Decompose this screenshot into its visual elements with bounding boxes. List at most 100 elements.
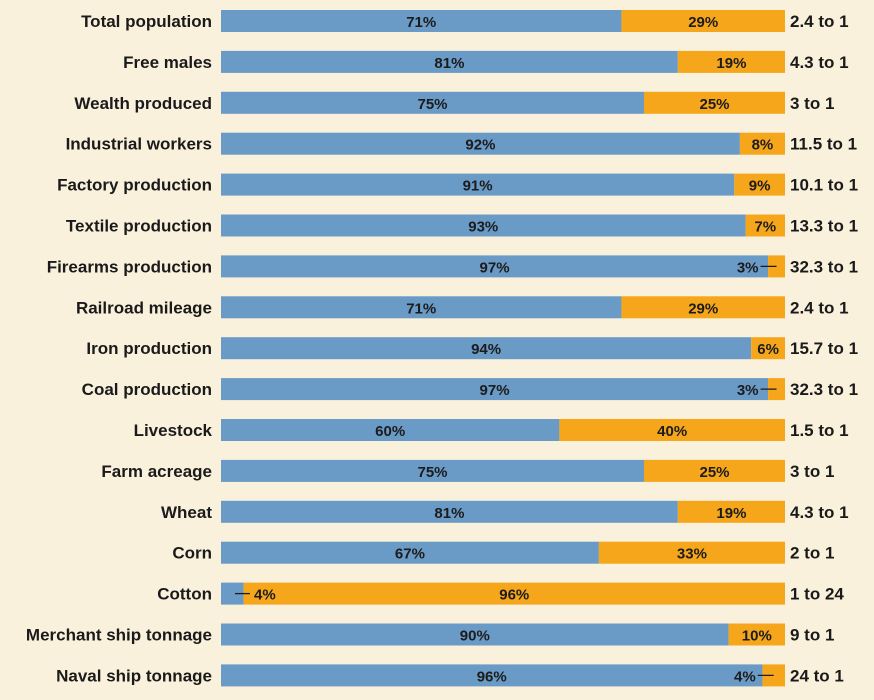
- ratio-label: 4.3 to 1: [790, 53, 849, 72]
- bar-segment-second: [621, 10, 785, 32]
- bar-segment-second: [677, 50, 785, 73]
- ratio-label: 32.3 to 1: [790, 257, 858, 276]
- value-label-first: 97%: [480, 382, 510, 399]
- value-label-second: 3%: [737, 259, 759, 276]
- value-label-second: 9%: [749, 178, 771, 195]
- ratio-label: 13.3 to 1: [790, 217, 858, 236]
- bar-segment-first: [221, 296, 622, 319]
- ratio-label: 1 to 24: [790, 585, 844, 604]
- value-label-first: 96%: [477, 668, 507, 685]
- bar-segment-second: [644, 91, 785, 114]
- ratio-label: 32.3 to 1: [790, 380, 858, 399]
- bar-segment-first: [221, 664, 763, 687]
- value-label-first: 81%: [434, 505, 464, 522]
- bar-segment-first: [221, 337, 752, 360]
- bar-segment-second: [644, 459, 785, 482]
- category-label: Corn: [172, 544, 212, 563]
- ratio-label: 24 to 1: [790, 666, 844, 685]
- value-label-first: 75%: [417, 96, 447, 113]
- bar-segment-first: [221, 91, 644, 114]
- value-label-first: 71%: [406, 300, 436, 317]
- value-label-second: 33%: [677, 546, 707, 563]
- bar-segment-first: [221, 132, 740, 155]
- bar-segment-second: [243, 582, 785, 605]
- value-label-second: 19%: [716, 505, 746, 522]
- value-label-first: 75%: [417, 464, 447, 481]
- category-label: Wealth produced: [74, 94, 212, 113]
- ratio-label: 4.3 to 1: [790, 503, 849, 522]
- ratio-label: 10.1 to 1: [790, 176, 858, 195]
- ratio-label: 9 to 1: [790, 626, 834, 645]
- ratio-label: 2.4 to 1: [790, 12, 849, 31]
- category-label: Free males: [123, 53, 212, 72]
- bar-segment-first: [221, 255, 769, 278]
- category-label: Coal production: [82, 380, 212, 399]
- value-label-second: 25%: [699, 464, 729, 481]
- bar-segment-first: [221, 541, 599, 564]
- value-label-second: 25%: [699, 96, 729, 113]
- category-label: Factory production: [57, 176, 212, 195]
- ratio-label: 11.5 to 1: [790, 135, 857, 154]
- bar-segment-second: [751, 337, 785, 360]
- value-label-first: 81%: [434, 55, 464, 72]
- value-label-second: 29%: [688, 300, 718, 317]
- value-label-first: 60%: [375, 423, 405, 440]
- category-label: Industrial workers: [66, 135, 212, 154]
- bar-segment-second: [745, 214, 785, 237]
- bar-segment-first: [221, 214, 746, 237]
- bar-segment-second: [677, 500, 785, 523]
- bar-segment-first: [221, 50, 678, 73]
- value-label-second: 7%: [754, 219, 776, 236]
- value-label-first: 4%: [254, 587, 276, 604]
- bar-segment-first: [221, 419, 560, 441]
- category-label: Firearms production: [47, 257, 212, 276]
- value-label-first: 90%: [460, 628, 490, 645]
- category-label: Iron production: [86, 339, 212, 358]
- ratio-label: 15.7 to 1: [790, 339, 858, 358]
- bar-segment-first: [221, 459, 644, 482]
- bar-segment-first: [221, 582, 244, 605]
- category-label: Total population: [81, 12, 212, 31]
- value-label-second: 40%: [657, 423, 687, 440]
- ratio-label: 2 to 1: [790, 544, 834, 563]
- value-label-second: 96%: [499, 587, 529, 604]
- bar-segment-second: [621, 296, 785, 319]
- value-label-second: 8%: [752, 137, 774, 154]
- bar-segment-second: [768, 378, 785, 401]
- bar-segment-second: [768, 255, 785, 278]
- value-label-first: 67%: [395, 546, 425, 563]
- value-label-first: 93%: [468, 219, 498, 236]
- value-label-first: 71%: [406, 14, 436, 31]
- category-label: Textile production: [66, 217, 212, 236]
- bar-segment-first: [221, 623, 729, 646]
- value-label-first: 94%: [471, 341, 501, 358]
- value-label-first: 91%: [463, 178, 493, 195]
- bar-segment-second: [598, 541, 785, 564]
- value-label-first: 92%: [465, 137, 495, 154]
- bar-segment-second: [559, 419, 785, 441]
- ratio-label: 3 to 1: [790, 94, 834, 113]
- value-label-second: 10%: [742, 628, 772, 645]
- category-label: Naval ship tonnage: [56, 666, 212, 685]
- ratio-label: 2.4 to 1: [790, 298, 849, 317]
- category-label: Farm acreage: [101, 462, 212, 481]
- category-label: Merchant ship tonnage: [26, 626, 212, 645]
- category-label: Cotton: [157, 585, 212, 604]
- bar-segment-second: [728, 623, 785, 646]
- category-label: Wheat: [161, 503, 212, 522]
- value-label-second: 19%: [716, 55, 746, 72]
- bar-segment-second: [739, 132, 785, 155]
- value-label-second: 6%: [757, 341, 779, 358]
- category-label: Livestock: [134, 421, 213, 440]
- value-label-second: 29%: [688, 14, 718, 31]
- ratio-label: 1.5 to 1: [790, 421, 849, 440]
- value-label-first: 97%: [480, 259, 510, 276]
- bar-segment-first: [221, 378, 769, 401]
- bar-segment-first: [221, 500, 678, 523]
- bar-segment-first: [221, 173, 735, 196]
- bar-segment-first: [221, 10, 622, 32]
- value-label-second: 3%: [737, 382, 759, 399]
- value-label-second: 4%: [734, 668, 756, 685]
